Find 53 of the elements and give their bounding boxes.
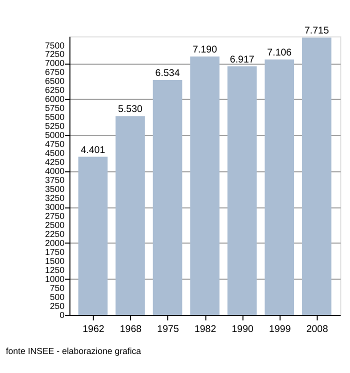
data-label: 6.917 xyxy=(230,54,254,66)
bar xyxy=(116,116,145,315)
bar xyxy=(227,66,257,315)
y-tick-label: 3500 xyxy=(44,184,65,194)
y-tick-label: 5250 xyxy=(44,121,65,132)
y-tick-label: 6250 xyxy=(44,85,65,96)
y-tick-label: 2500 xyxy=(44,220,65,230)
y-tick-label: 7250 xyxy=(44,49,65,60)
y-tick-label: 7500 xyxy=(44,40,65,50)
x-tick-label: 1982 xyxy=(194,324,216,336)
x-tick-label: 2008 xyxy=(306,324,328,336)
y-tick-label: 5500 xyxy=(44,112,65,122)
y-tick-label: 2250 xyxy=(44,229,65,240)
data-label: 6.534 xyxy=(155,68,180,80)
y-tick-label: 4500 xyxy=(44,148,65,158)
bar xyxy=(152,80,182,315)
y-tick-label: 3000 xyxy=(44,202,65,212)
x-tick-label: 1968 xyxy=(120,324,142,336)
data-label: 4.401 xyxy=(80,144,106,156)
bar xyxy=(190,56,220,315)
source-note: fonte INSEE - elaborazione grafica xyxy=(6,346,142,356)
y-tick-label: 6750 xyxy=(44,67,65,78)
y-tick-label: 1000 xyxy=(44,274,65,284)
y-tick-label: 4000 xyxy=(44,166,65,176)
y-tick-label: 1250 xyxy=(44,264,65,275)
y-tick-label: 4750 xyxy=(44,139,65,150)
x-tick-label: 1990 xyxy=(232,324,254,336)
bar xyxy=(302,38,332,315)
y-tick-label: 5000 xyxy=(44,130,65,140)
data-label: 5.530 xyxy=(118,104,144,116)
bar xyxy=(78,156,108,315)
y-tick-label: 5750 xyxy=(44,103,65,114)
y-tick-label: 0 xyxy=(60,310,65,320)
data-label: 7.190 xyxy=(192,44,218,56)
x-tick-label: 1975 xyxy=(157,324,180,336)
y-tick-label: 500 xyxy=(50,292,65,302)
x-tick-label: 1999 xyxy=(269,324,291,336)
bar xyxy=(264,59,294,315)
x-tick-label: 1962 xyxy=(82,324,104,336)
data-label: 7.106 xyxy=(267,48,292,59)
y-tick-label: 250 xyxy=(50,300,65,311)
y-tick-label: 1750 xyxy=(44,246,65,257)
data-label: 7.715 xyxy=(304,26,330,37)
y-tick-label: 2750 xyxy=(44,211,65,222)
y-tick-label: 2000 xyxy=(44,238,65,248)
y-tick-label: 6500 xyxy=(44,76,65,86)
y-tick-label: 1500 xyxy=(44,256,65,266)
y-tick-label: 3750 xyxy=(44,175,65,186)
y-tick-label: 6000 xyxy=(44,94,65,104)
y-tick-label: 750 xyxy=(50,282,65,293)
y-tick-label: 4250 xyxy=(44,157,65,168)
y-tick-label: 3250 xyxy=(44,193,65,204)
y-tick-label: 7000 xyxy=(44,58,65,68)
